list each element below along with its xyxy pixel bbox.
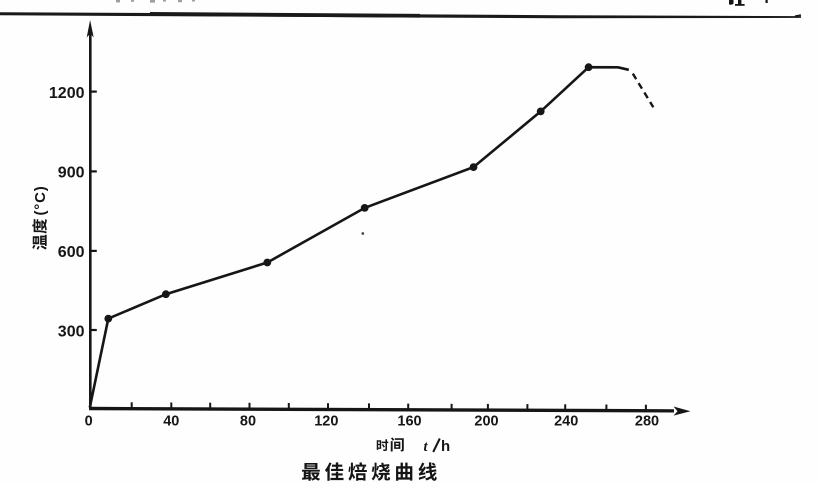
svg-text:t: t	[424, 439, 429, 455]
svg-text:600: 600	[58, 244, 85, 261]
svg-text:280: 280	[635, 414, 659, 430]
svg-text:1200: 1200	[49, 85, 85, 102]
svg-text:h: h	[441, 438, 450, 455]
svg-text:300: 300	[58, 323, 85, 340]
svg-text:80: 80	[240, 414, 256, 430]
svg-text:(°C): (°C)	[32, 185, 49, 215]
svg-text:40: 40	[163, 414, 179, 430]
svg-text:160: 160	[397, 414, 421, 430]
svg-text:240: 240	[554, 414, 578, 430]
svg-text:200: 200	[474, 414, 498, 430]
svg-text:0: 0	[85, 414, 93, 430]
svg-text:900: 900	[58, 165, 85, 182]
svg-text:120: 120	[314, 414, 338, 430]
